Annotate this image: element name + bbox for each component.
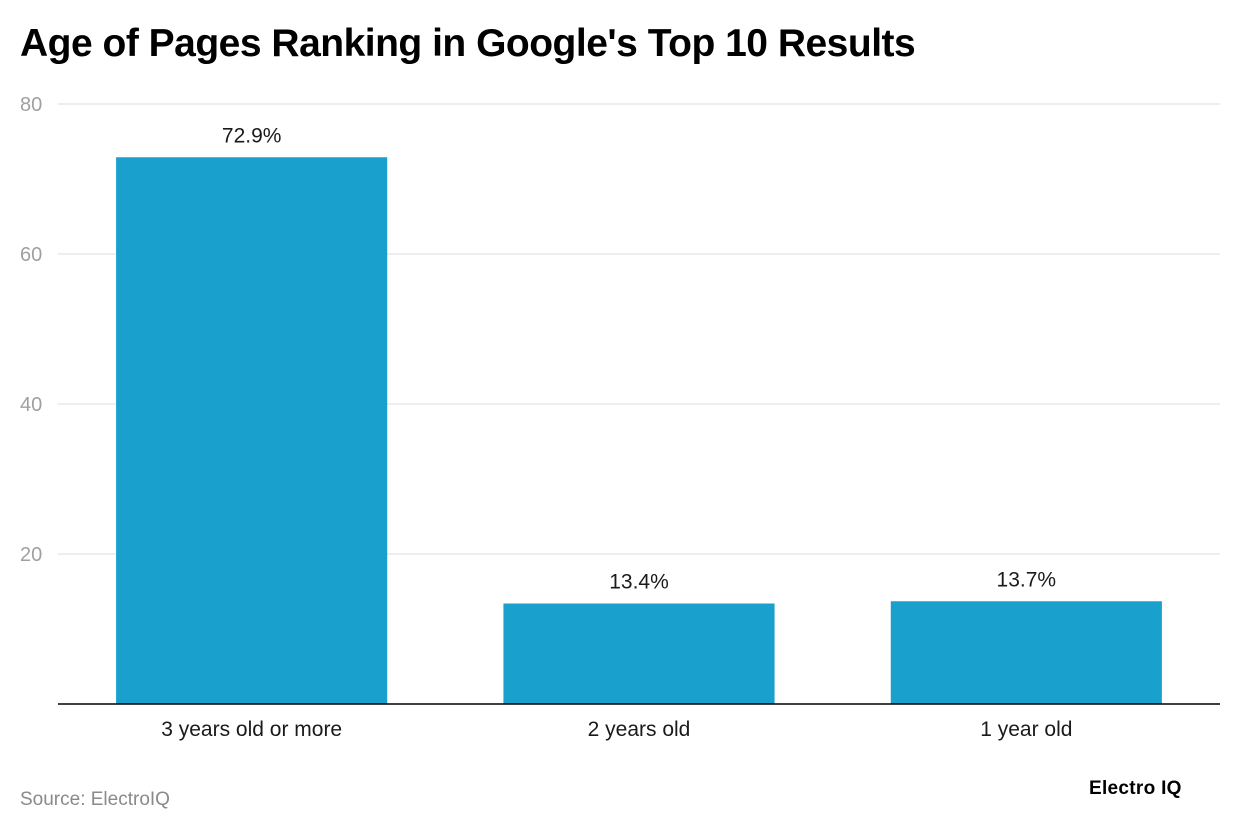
y-tick-label: 60 [20,244,42,266]
data-labels: 72.9% 13.4% 13.7% [222,124,1056,593]
y-tick-label: 80 [20,94,42,116]
y-tick-label: 20 [20,544,42,566]
y-tick-label: 40 [20,394,42,416]
chart-title: Age of Pages Ranking in Google's Top 10 … [20,22,916,65]
data-label: 72.9% [222,124,282,147]
brand-logo: Electro IQ [1089,778,1182,799]
bar-1 [116,157,388,704]
data-label: 13.7% [997,568,1057,591]
y-axis-tick-labels: 20 40 60 80 [20,94,42,566]
x-tick-label: 1 year old [980,718,1072,741]
data-label: 13.4% [609,571,669,594]
bar-3 [890,601,1162,704]
x-tick-label: 2 years old [588,718,691,741]
source-note: Source: ElectroIQ [20,789,170,810]
bar-2 [503,603,775,704]
bars [116,157,1162,704]
x-tick-label: 3 years old or more [161,718,342,741]
x-axis-tick-labels: 3 years old or more 2 years old 1 year old [161,718,1072,741]
